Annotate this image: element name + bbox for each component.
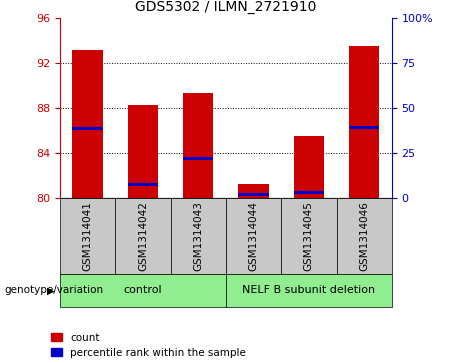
Text: NELF B subunit deletion: NELF B subunit deletion: [242, 285, 375, 295]
Bar: [128, 105, 158, 198]
Bar: [171, 198, 226, 274]
Text: GSM1314045: GSM1314045: [304, 201, 314, 271]
Bar: [128, 183, 158, 186]
Title: GDS5302 / ILMN_2721910: GDS5302 / ILMN_2721910: [135, 0, 317, 15]
Bar: [72, 50, 103, 198]
Bar: [337, 198, 392, 274]
Bar: [60, 274, 226, 307]
Bar: [294, 191, 324, 194]
Text: control: control: [124, 285, 162, 295]
Bar: [238, 184, 269, 198]
Text: GSM1314046: GSM1314046: [359, 201, 369, 271]
Bar: [60, 198, 115, 274]
Text: ▶: ▶: [47, 285, 54, 295]
Text: genotype/variation: genotype/variation: [5, 285, 104, 295]
Bar: [72, 127, 103, 130]
Text: GSM1314042: GSM1314042: [138, 201, 148, 271]
Bar: [238, 193, 269, 196]
Text: GSM1314044: GSM1314044: [248, 201, 259, 271]
Bar: [226, 274, 392, 307]
Text: GSM1314043: GSM1314043: [193, 201, 203, 271]
Bar: [226, 198, 281, 274]
Bar: [349, 46, 379, 198]
Bar: [115, 198, 171, 274]
Bar: [281, 198, 337, 274]
Bar: [349, 126, 379, 129]
Legend: count, percentile rank within the sample: count, percentile rank within the sample: [51, 333, 246, 358]
Bar: [294, 136, 324, 198]
Text: GSM1314041: GSM1314041: [83, 201, 93, 271]
Bar: [183, 157, 213, 160]
Bar: [183, 93, 213, 198]
